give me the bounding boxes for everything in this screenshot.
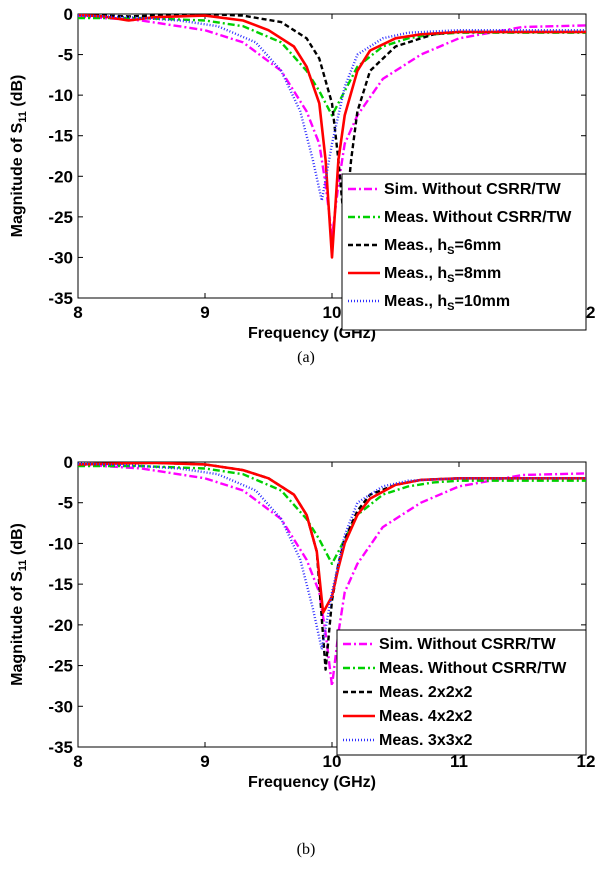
- series-line: [78, 462, 586, 671]
- legend: Sim. Without CSRR/TW Meas. Without CSRR/T…: [336, 629, 587, 756]
- y-tick-label: 0: [64, 453, 73, 472]
- legend: Sim. Without CSRR/TW Meas. Without CSRR/T…: [341, 173, 587, 331]
- series-line: [78, 14, 586, 202]
- figure-caption: (b): [297, 841, 316, 858]
- legend-label: Meas. Without CSRR/TW: [384, 209, 572, 226]
- y-tick-label: -25: [48, 208, 73, 227]
- legend-label: Meas., hS=8mm: [384, 265, 501, 285]
- figure-caption: (a): [297, 349, 315, 366]
- x-tick-label: 8: [73, 303, 82, 322]
- series-line: [78, 14, 586, 259]
- y-tick-label: -35: [48, 738, 73, 757]
- y-tick-label: -5: [58, 46, 73, 65]
- y-tick-label: -30: [48, 248, 73, 267]
- y-tick-label: -10: [48, 534, 73, 553]
- legend-box: [341, 173, 587, 331]
- y-tick-label: -35: [48, 289, 73, 308]
- y-axis-label: Magnitude of S11 (dB): [9, 75, 29, 238]
- y-tick-label: -10: [48, 86, 73, 105]
- y-tick-label: -20: [48, 167, 73, 186]
- y-tick-label: -20: [48, 616, 73, 635]
- x-tick-label: 9: [200, 752, 209, 771]
- chart-b: 8 9 10 11 12 0 -5 -10 -15 -20 -25 -30 -35 Frequency (…: [9, 453, 595, 858]
- legend-label: Meas. 3x3x2: [379, 732, 473, 749]
- y-axis-label: Magnitude of S11 (dB): [9, 523, 29, 686]
- series-line: [78, 462, 586, 614]
- x-tick-label: 11: [450, 752, 468, 771]
- legend-label: Meas. 4x2x2: [379, 708, 473, 725]
- legend-label: Meas. 2x2x2: [379, 684, 473, 701]
- y-tick-label: -5: [58, 494, 73, 513]
- x-tick-label: 10: [323, 303, 342, 322]
- series-line: [78, 14, 586, 231]
- legend-label: Meas., hS=10mm: [384, 293, 510, 313]
- legend-box: [336, 629, 587, 756]
- y-tick-label: -15: [48, 127, 73, 146]
- legend-label: Sim. Without CSRR/TW: [384, 181, 562, 198]
- legend-label: Meas., hS=6mm: [384, 237, 501, 257]
- series-line: [78, 464, 586, 565]
- x-tick-label: 8: [73, 752, 82, 771]
- series-line: [78, 16, 586, 117]
- series-line: [78, 462, 586, 651]
- x-tick-label: 10: [323, 752, 342, 771]
- legend-label: Sim. Without CSRR/TW: [379, 636, 557, 653]
- x-tick-label: 9: [200, 303, 209, 322]
- y-tick-label: -25: [48, 657, 73, 676]
- y-tick-label: -15: [48, 575, 73, 594]
- x-axis-label: Frequency (GHz): [248, 774, 376, 791]
- y-tick-label: 0: [64, 5, 73, 24]
- legend-label: Meas. Without CSRR/TW: [379, 660, 567, 677]
- y-tick-label: -30: [48, 697, 73, 716]
- x-tick-label: 12: [577, 752, 596, 771]
